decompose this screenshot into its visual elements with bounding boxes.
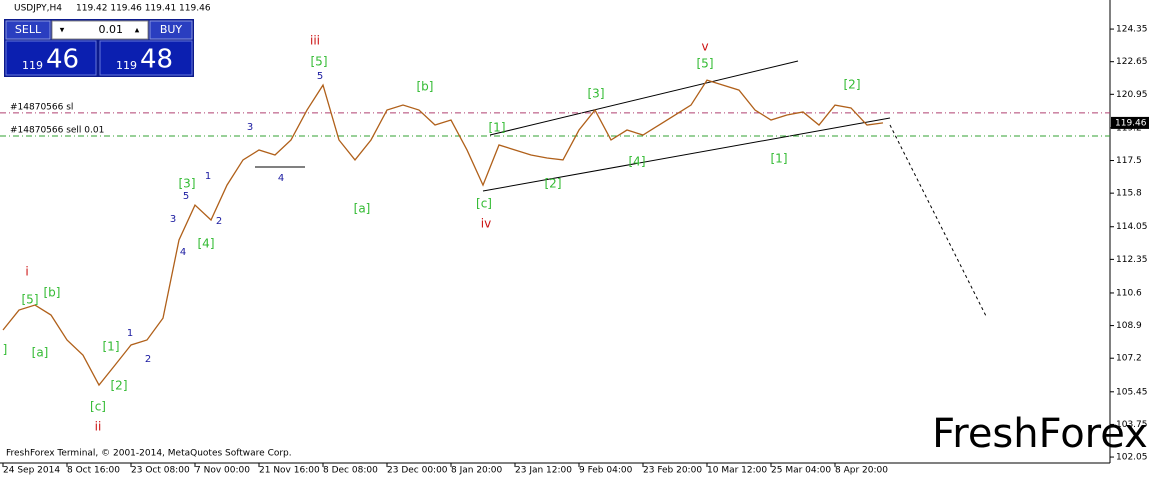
trade-panel: SELL ▾ 0.01 ▴ BUY 119 46 119 48	[4, 19, 194, 77]
x-tick-label: 8 Dec 08:00	[323, 466, 378, 476]
wave-label: 4	[180, 247, 186, 258]
ohlc: 119.42 119.46 119.41 119.46	[76, 4, 211, 14]
lot-arrow: ▾	[60, 26, 65, 36]
buy-price-small: 119	[116, 59, 137, 72]
lot-arrow: ▴	[135, 26, 140, 36]
x-tick-label: 21 Nov 16:00	[259, 466, 320, 476]
wave-label: ]	[3, 343, 8, 357]
wave-label: 1	[127, 328, 133, 339]
last-price-box	[1111, 116, 1149, 129]
wave-label: [2]	[844, 78, 861, 92]
wave-label: [2]	[111, 379, 128, 393]
y-tick-label: 110.6	[1116, 288, 1142, 298]
wave-label: 5	[317, 71, 323, 82]
x-tick-label: 24 Sep 2014	[3, 466, 60, 476]
wave-label: [a]	[32, 346, 49, 360]
sell-label: SELL	[15, 23, 42, 36]
buy-label: BUY	[160, 23, 183, 36]
buy-price-big: 48	[140, 45, 173, 75]
x-tick-label: 8 Jan 20:00	[451, 466, 503, 476]
wave-label: 4	[278, 173, 284, 184]
buy-price-box[interactable]	[99, 40, 193, 76]
sell-price-big: 46	[46, 45, 79, 75]
wave-label: [5]	[22, 293, 39, 307]
y-tick-label: 120.95	[1116, 90, 1148, 100]
last-price-label: 119.46	[1115, 118, 1147, 128]
wave-label: [4]	[198, 237, 215, 251]
x-tick-label: 10 Mar 12:00	[707, 466, 767, 476]
sell-price-box[interactable]	[5, 40, 97, 76]
y-tick-label: 103.75	[1116, 420, 1148, 430]
x-tick-label: 8 Apr 20:00	[835, 466, 888, 476]
wave-label: [1]	[771, 152, 788, 166]
wave-label: [2]	[545, 177, 562, 191]
y-tick-label: 102.05	[1116, 453, 1148, 463]
y-tick-label: 107.2	[1116, 354, 1142, 364]
wave-label: [5]	[697, 57, 714, 71]
wave-label: [b]	[44, 286, 61, 300]
channel-line	[489, 60, 799, 136]
y-tick-label: 114.05	[1116, 222, 1148, 232]
wave-label: 1	[205, 171, 211, 182]
order-label: #14870566 sell 0.01	[10, 125, 104, 135]
sell-price-small: 119	[22, 59, 43, 72]
x-tick-label: 8 Oct 16:00	[67, 466, 120, 476]
wave-label: ii	[95, 420, 102, 434]
x-tick-label: 25 Mar 04:00	[771, 466, 831, 476]
wave-label: [3]	[588, 87, 605, 101]
wave-label: [a]	[354, 202, 371, 216]
y-tick-label: 115.8	[1116, 189, 1142, 199]
y-tick-label: 124.35	[1116, 25, 1148, 35]
y-tick-label: 117.5	[1116, 156, 1142, 166]
wave-label: 5	[183, 191, 189, 202]
x-tick-label: 23 Feb 20:00	[643, 466, 702, 476]
wave-label: [1]	[489, 121, 506, 135]
wave-label: [c]	[90, 400, 106, 414]
watermark: FreshForex	[932, 411, 1148, 457]
wave-label: 2	[216, 216, 222, 227]
wave-label: v	[701, 40, 708, 54]
channel-line	[482, 117, 891, 192]
lot-value: 0.01	[99, 23, 124, 36]
wave-label: 3	[247, 122, 253, 133]
y-tick-label: 105.45	[1116, 387, 1148, 397]
order-label: #14870566 sl	[10, 102, 73, 112]
y-tick-label: 108.9	[1116, 321, 1142, 331]
sell-button[interactable]	[5, 20, 51, 40]
forecast-line	[889, 124, 988, 319]
wave-label: iii	[310, 34, 320, 48]
wave-label: [b]	[417, 80, 434, 94]
buy-button[interactable]	[149, 20, 193, 40]
x-tick-label: 23 Oct 08:00	[131, 466, 190, 476]
y-tick-label: 112.35	[1116, 255, 1148, 265]
wave-label: [3]	[179, 177, 196, 191]
x-tick-label: 9 Feb 04:00	[579, 466, 633, 476]
copyright: FreshForex Terminal, © 2001-2014, MetaQu…	[6, 449, 292, 459]
wave-label: [5]	[311, 55, 328, 69]
price-line	[2, 79, 884, 387]
lot-field[interactable]	[51, 20, 149, 40]
wave-label: [1]	[103, 340, 120, 354]
wave-label: [4]	[629, 155, 646, 169]
wave-label: i	[25, 265, 28, 279]
wave-label: [c]	[476, 197, 492, 211]
wave-label: iv	[481, 217, 491, 231]
x-tick-label: 23 Dec 00:00	[387, 466, 448, 476]
x-tick-label: 7 Nov 00:00	[195, 466, 250, 476]
wave-label: 2	[145, 354, 151, 365]
x-tick-label: 23 Jan 12:00	[515, 466, 572, 476]
wave-label: 3	[170, 214, 176, 225]
y-tick-label: 122.65	[1116, 57, 1148, 67]
symbol: USDJPY,H4	[14, 4, 62, 14]
